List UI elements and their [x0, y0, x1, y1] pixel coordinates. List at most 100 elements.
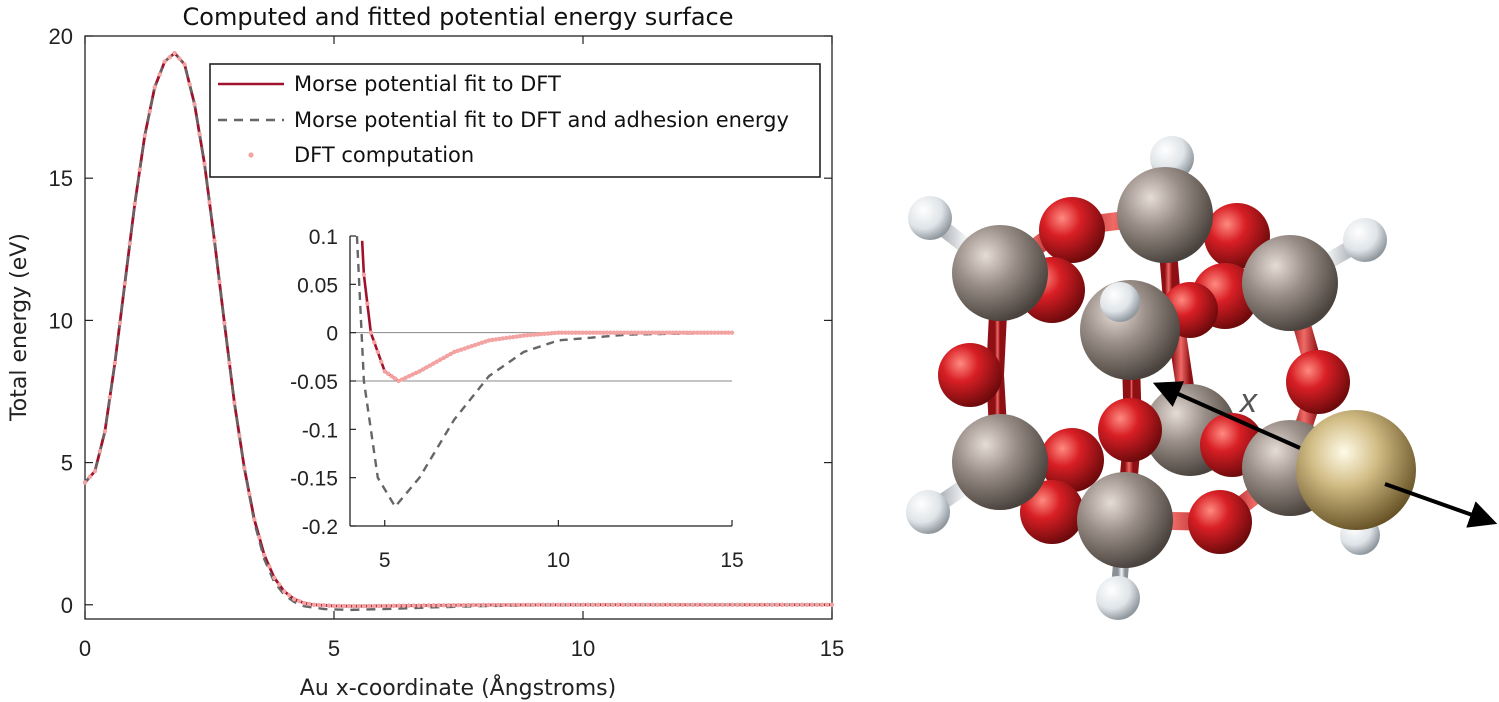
inset-dft-point — [528, 332, 533, 338]
legend-label-morse-dft: Morse potential fit to DFT — [294, 72, 561, 96]
dft-point — [212, 238, 217, 243]
oxygen-atom — [1040, 428, 1104, 492]
inset-dft-point — [726, 330, 731, 335]
dft-point — [555, 602, 561, 608]
dft-point — [784, 602, 790, 607]
dft-point — [545, 602, 551, 608]
inset-dft-point — [573, 330, 578, 335]
dft-point — [471, 602, 476, 608]
dft-point — [710, 602, 715, 607]
dft-point — [182, 62, 187, 67]
inset-dft-point — [514, 334, 519, 339]
dft-point — [441, 603, 446, 608]
inset-dft-point — [493, 337, 499, 342]
inset-dft-point — [497, 336, 502, 342]
inset-dft-point — [424, 365, 429, 370]
carbon-atom — [952, 414, 1048, 510]
dft-point — [715, 602, 720, 607]
dft-point — [262, 552, 267, 558]
inset-dft-point — [615, 330, 620, 335]
inset-dft-point — [431, 361, 436, 366]
inset-dft-point — [563, 330, 568, 335]
dft-point — [301, 600, 307, 606]
legend: Morse potential fit to DFT Morse potenti… — [209, 63, 821, 178]
inset-dft-point — [399, 377, 405, 382]
x-tick-label: 15 — [820, 636, 844, 661]
dft-point — [286, 593, 292, 598]
dft-point — [346, 603, 352, 609]
dft-point — [147, 109, 152, 114]
dft-point — [765, 602, 770, 607]
dft-point — [605, 602, 611, 607]
dft-point — [82, 480, 88, 485]
dft-point — [521, 602, 526, 608]
inset-dft-point — [632, 330, 637, 335]
dft-point — [167, 55, 172, 60]
dft-point — [760, 602, 765, 607]
dft-point — [122, 281, 128, 286]
dft-point — [391, 603, 396, 609]
oxygen-atom — [1286, 350, 1350, 414]
dft-point — [436, 603, 441, 608]
dft-point — [491, 602, 496, 608]
inset-dft-point — [386, 371, 391, 376]
dft-point — [620, 602, 626, 607]
inset-dft-point — [552, 330, 558, 336]
dft-point — [595, 602, 601, 607]
dft-point — [202, 161, 207, 167]
dft-point — [406, 603, 411, 608]
inset-dft-point — [438, 357, 443, 362]
inset-dft-point — [670, 330, 676, 335]
dft-point — [291, 596, 297, 602]
dft-point — [431, 603, 436, 608]
legend-box — [209, 63, 821, 178]
inset-dft-point — [538, 331, 544, 337]
dft-point — [282, 589, 287, 594]
inset-dft-point — [434, 359, 440, 364]
inset-dft-point — [511, 334, 516, 340]
dft-point — [590, 602, 596, 607]
inset-dft-point — [483, 339, 488, 344]
dft-point — [730, 602, 735, 607]
oxygen-atom — [1020, 480, 1084, 544]
dft-point — [227, 360, 232, 366]
inset-dft-point — [465, 345, 471, 350]
inset-dft-point — [611, 330, 617, 335]
inset-dft-point — [372, 340, 377, 345]
x-tick-label: 5 — [328, 636, 340, 661]
inset-y-tick-label: 0 — [326, 323, 338, 346]
inset-dft-point — [646, 330, 651, 335]
inset-dft-point — [441, 355, 446, 360]
dft-point — [306, 601, 312, 607]
dft-point — [331, 603, 337, 609]
oxygen-atom — [1098, 398, 1162, 462]
dft-point — [814, 602, 820, 607]
inset-dft-point — [455, 348, 460, 354]
dft-point — [222, 321, 227, 326]
dft-point — [371, 603, 377, 609]
inset-dft-point — [618, 330, 624, 335]
inset-dft-point — [524, 333, 530, 338]
inset-dft-point — [365, 301, 370, 306]
carbon-atom — [1242, 235, 1338, 331]
inset-dft-point — [691, 330, 696, 335]
inset-dft-point — [448, 351, 453, 357]
inset-dft-point — [535, 332, 540, 337]
dft-point — [466, 602, 471, 608]
dft-point — [421, 603, 426, 608]
inset-dft-point — [663, 330, 669, 335]
inset-dft-point — [601, 330, 606, 335]
dft-point — [272, 575, 277, 580]
inset-dft-point — [622, 330, 627, 335]
inset-dft-point — [445, 353, 450, 359]
hydrogen-atom — [1100, 282, 1140, 322]
dft-point — [670, 602, 675, 607]
dft-point — [411, 603, 416, 608]
dft-point — [242, 466, 247, 471]
dft-point — [316, 602, 322, 608]
dft-point — [92, 468, 98, 474]
inset-dft-point — [504, 335, 509, 341]
dft-point — [132, 201, 137, 206]
oxygen-atom — [938, 343, 1002, 407]
dft-point — [361, 603, 367, 609]
